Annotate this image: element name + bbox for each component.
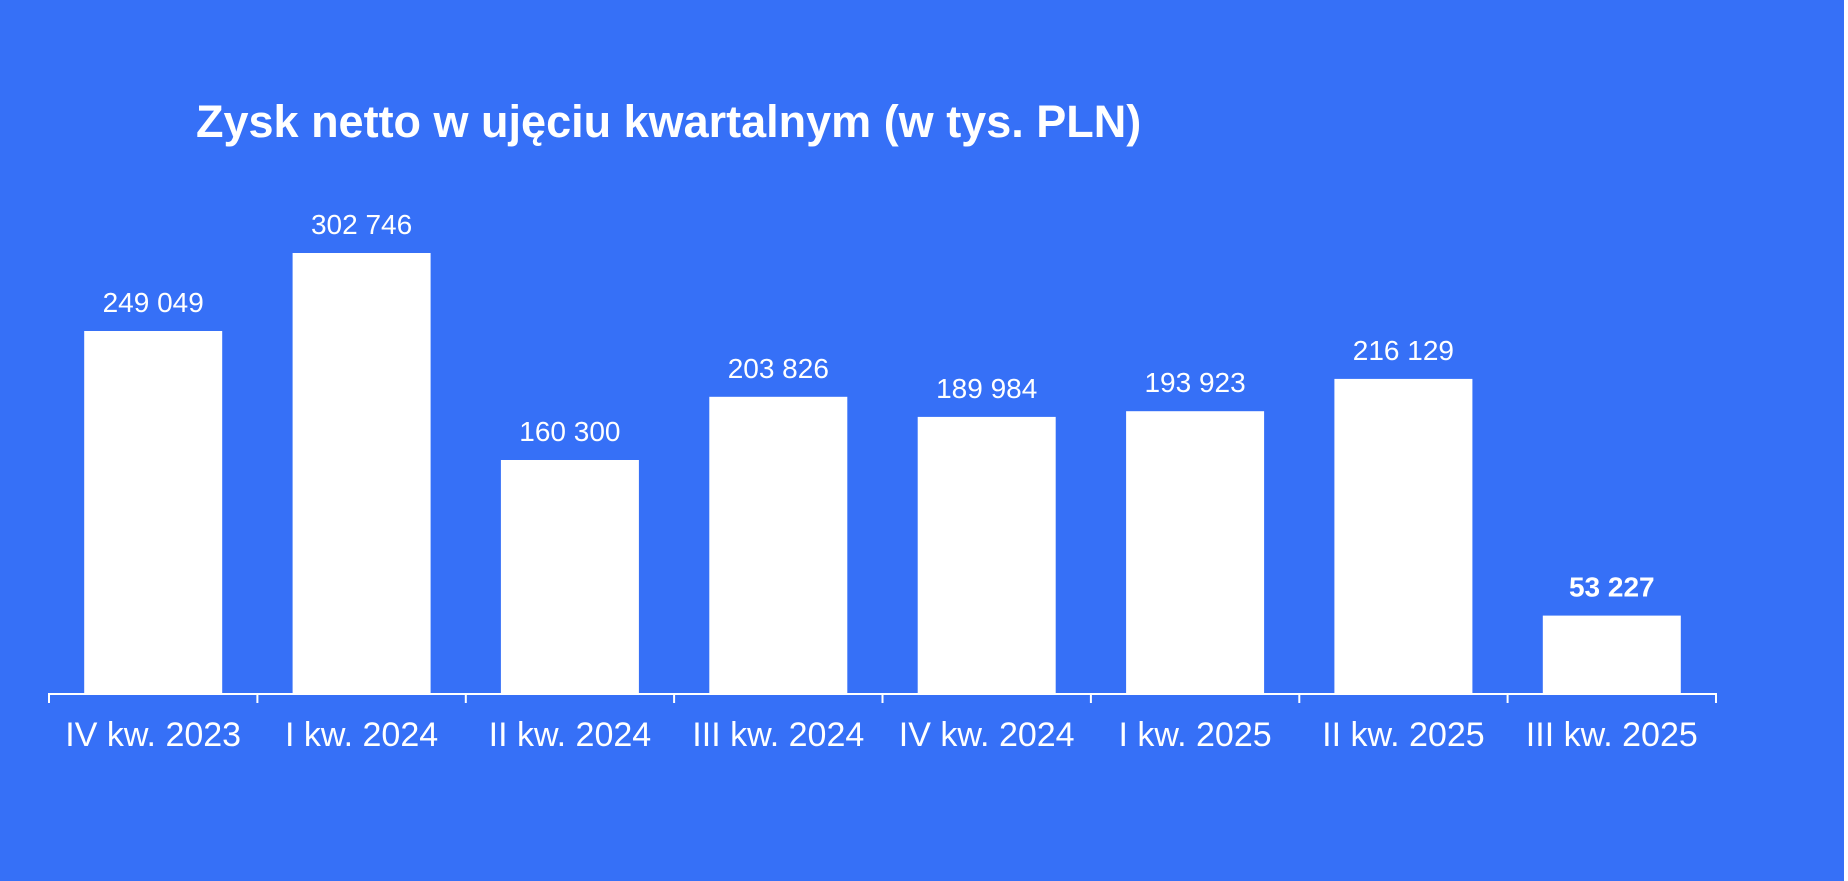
bar: [1542, 615, 1681, 693]
bar-value-label: 189 984: [936, 373, 1037, 404]
bar-value-label: 249 049: [103, 287, 204, 318]
value-labels-group: 249 049 302 746 160 300 203 826 189 984 193 9…: [103, 209, 1655, 603]
x-tick-label: IV kw. 2024: [899, 716, 1075, 754]
bars-group: [84, 253, 1681, 693]
x-tick-label: IV kw. 2023: [65, 716, 241, 754]
x-tick-label: II kw. 2024: [489, 716, 652, 754]
bar: [1334, 378, 1473, 693]
bar-value-label: 302 746: [311, 209, 412, 240]
x-tick-label: I kw. 2025: [1119, 716, 1272, 754]
bar: [917, 416, 1056, 693]
bar-value-label: 216 129: [1353, 335, 1454, 366]
bar-value-label: 203 826: [728, 353, 829, 384]
bar-value-label: 193 923: [1144, 367, 1245, 398]
x-tick-label: III kw. 2025: [1526, 716, 1698, 754]
chart-title: Zysk netto w ujęciu kwartalnym (w tys. P…: [196, 96, 1142, 147]
x-tick-label: III kw. 2024: [692, 716, 864, 754]
x-tick-label: I kw. 2024: [285, 716, 438, 754]
bar: [1126, 411, 1265, 693]
bar: [500, 460, 639, 693]
bar: [709, 396, 848, 693]
right-edge-strip: [1844, 0, 1848, 881]
x-tick-label: II kw. 2025: [1322, 716, 1485, 754]
x-tick-labels-group: IV kw. 2023 I kw. 2024 II kw. 2024 III kw. …: [65, 716, 1697, 754]
bar-value-label: 160 300: [519, 416, 620, 447]
bar-value-label: 53 227: [1569, 572, 1655, 603]
x-axis: [48, 693, 1717, 703]
bar: [84, 331, 223, 693]
bar: [292, 253, 431, 693]
